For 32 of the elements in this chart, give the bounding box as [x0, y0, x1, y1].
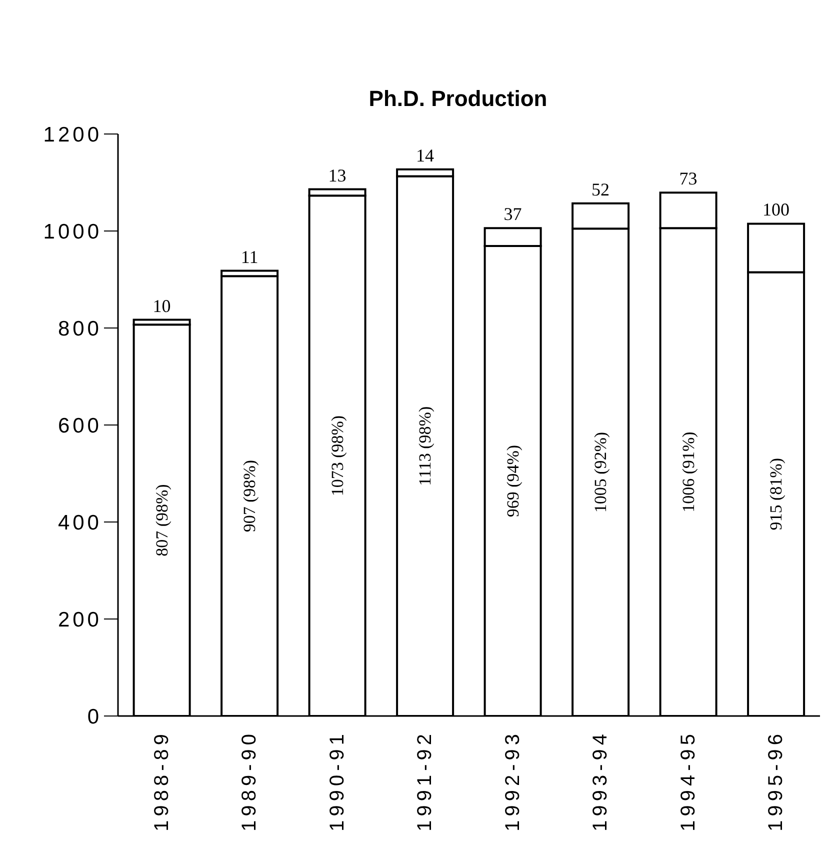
data-label: 11: [240, 246, 258, 267]
data-label: 14: [416, 145, 434, 166]
data-label: 13: [328, 165, 346, 186]
data-label: 915 (81%): [766, 458, 786, 530]
data-label: 100: [762, 200, 790, 220]
y-tick-label: 800: [58, 317, 102, 340]
data-label: 1113 (98%): [416, 406, 435, 486]
x-tick-label: 1990-91: [326, 730, 348, 832]
x-tick-label: 1991-92: [414, 730, 436, 832]
y-tick-label: 600: [58, 414, 102, 438]
data-label: 969 (94%): [503, 444, 522, 518]
x-tick-label: 1988-89: [150, 730, 173, 832]
y-tick-label: 400: [58, 511, 102, 534]
x-tick-label: 1989-90: [238, 730, 261, 832]
data-label: 52: [592, 179, 610, 200]
data-label: 10: [152, 296, 171, 316]
data-label: 1006 (91%): [678, 432, 698, 512]
data-label: 1073 (98%): [328, 415, 347, 496]
x-tick-label: 1995-96: [765, 730, 788, 832]
x-tick-label: 1993-94: [590, 730, 612, 832]
data-label: 807 (98%): [152, 484, 172, 556]
x-tick-label: 1994-95: [677, 730, 700, 832]
data-label: 37: [504, 204, 522, 224]
y-tick-label: 1000: [43, 220, 102, 244]
data-label: 907 (98%): [240, 460, 260, 532]
y-tick-label: 1200: [43, 123, 102, 146]
y-tick-label: 200: [58, 608, 102, 632]
data-label: 1005 (92%): [591, 432, 610, 513]
y-tick-label: 0: [87, 705, 102, 728]
data-label: 73: [679, 168, 698, 189]
x-tick-label: 1992-93: [502, 730, 524, 832]
chart-title: Ph.D. Production: [368, 86, 548, 112]
